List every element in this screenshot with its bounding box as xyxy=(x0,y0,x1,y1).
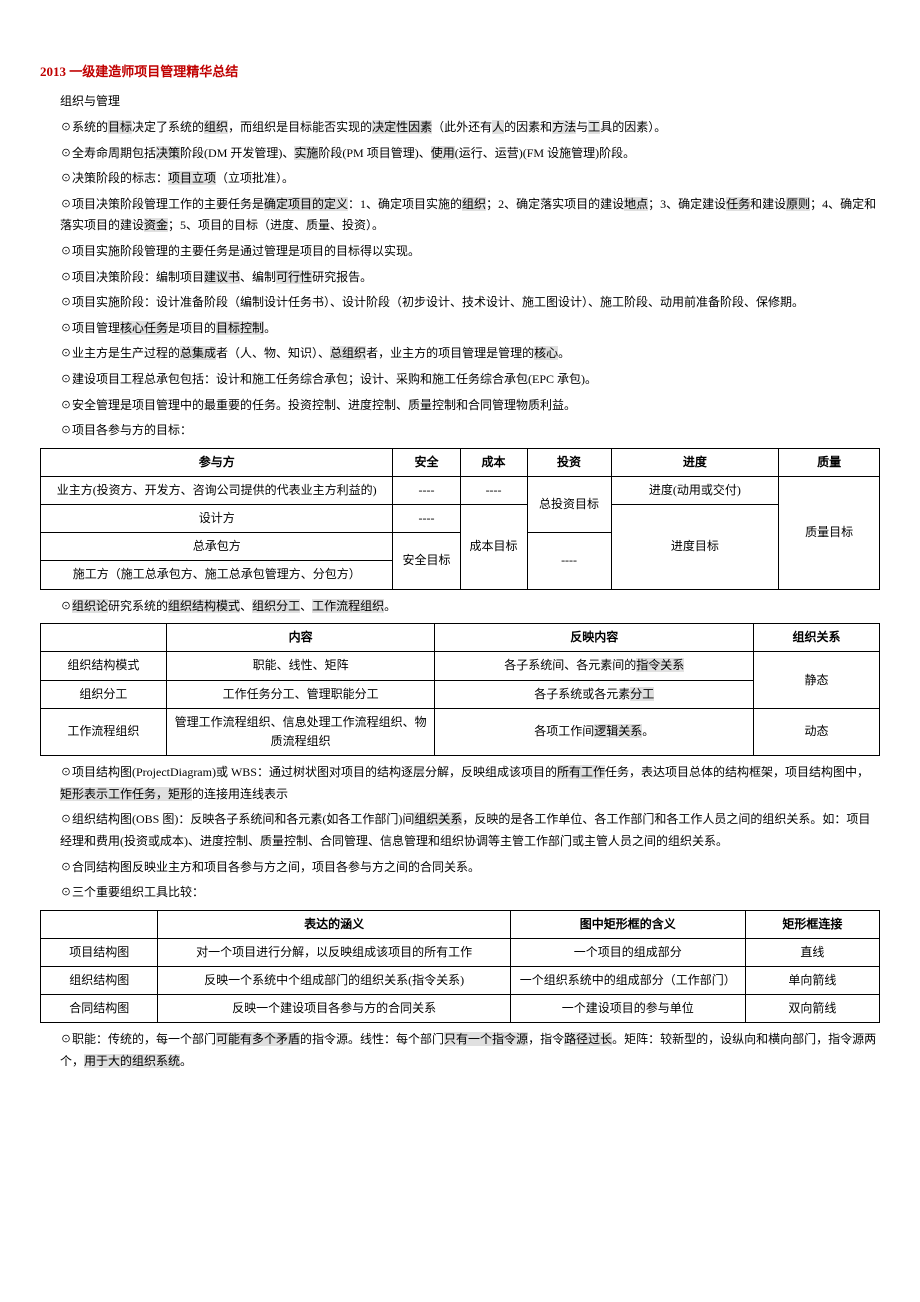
td: 组织分工 xyxy=(41,680,167,708)
td: 业主方(投资方、开发方、咨询公司提供的代表业主方利益的) xyxy=(41,476,393,504)
td: 直线 xyxy=(745,938,879,966)
td: 安全目标 xyxy=(393,533,460,589)
th: 内容 xyxy=(166,624,434,652)
table-row: 工作流程组织 管理工作流程组织、信息处理工作流程组织、物质流程组织 各项工作间逻… xyxy=(41,708,880,755)
document-body: 2013 一级建造师项目管理精华总结 组织与管理 ☉系统的目标决定了系统的组织，… xyxy=(40,60,880,1073)
td: 进度目标 xyxy=(611,505,779,590)
paragraph: ☉组织论研究系统的组织结构模式、组织分工、工作流程组织。 xyxy=(60,596,880,618)
td: 单向箭线 xyxy=(745,967,879,995)
paragraph: ☉职能：传统的，每一个部门可能有多个矛盾的指令源。线性：每个部门只有一个指令源，… xyxy=(60,1029,880,1072)
paragraph: ☉组织结构图(OBS 图)：反映各子系统间和各元素(如各工作部门)间组织关系，反… xyxy=(60,809,880,852)
td: 动态 xyxy=(754,708,880,755)
th: 参与方 xyxy=(41,448,393,476)
paragraph: ☉项目各参与方的目标： xyxy=(60,420,880,442)
td: 管理工作流程组织、信息处理工作流程组织、物质流程组织 xyxy=(166,708,434,755)
td: 职能、线性、矩阵 xyxy=(166,652,434,680)
table-header-row: 表达的涵义 图中矩形框的含义 矩形框连接 xyxy=(41,910,880,938)
table-row: 设计方 ---- 成本目标 进度目标 xyxy=(41,505,880,533)
compare-tools-table: 表达的涵义 图中矩形框的含义 矩形框连接 项目结构图 对一个项目进行分解，以反映… xyxy=(40,910,880,1024)
paragraph: ☉项目决策阶段管理工作的主要任务是确定项目的定义：1、确定项目实施的组织；2、确… xyxy=(60,194,880,237)
td: 双向箭线 xyxy=(745,995,879,1023)
th: 表达的涵义 xyxy=(158,910,510,938)
table-row: 合同结构图 反映一个建设项目各参与方的合同关系 一个建设项目的参与单位 双向箭线 xyxy=(41,995,880,1023)
th xyxy=(41,624,167,652)
paragraph: ☉全寿命周期包括决策阶段(DM 开发管理)、实施阶段(PM 项目管理)、使用(运… xyxy=(60,143,880,165)
paragraph: ☉项目实施阶段：设计准备阶段（编制设计任务书）、设计阶段（初步设计、技术设计、施… xyxy=(60,292,880,314)
th: 反映内容 xyxy=(435,624,754,652)
td: 一个组织系统中的组成部分（工作部门） xyxy=(510,967,745,995)
table-header-row: 内容 反映内容 组织关系 xyxy=(41,624,880,652)
td: 进度(动用或交付) xyxy=(611,476,779,504)
th xyxy=(41,910,158,938)
paragraph: ☉决策阶段的标志：项目立项（立项批准）。 xyxy=(60,168,880,190)
table-row: 项目结构图 对一个项目进行分解，以反映组成该项目的所有工作 一个项目的组成部分 … xyxy=(41,938,880,966)
td: 总投资目标 xyxy=(527,476,611,532)
paragraph: ☉建设项目工程总承包包括：设计和施工任务综合承包；设计、采购和施工任务综合承包(… xyxy=(60,369,880,391)
td: 项目结构图 xyxy=(41,938,158,966)
th: 安全 xyxy=(393,448,460,476)
org-theory-table: 内容 反映内容 组织关系 组织结构模式 职能、线性、矩阵 各子系统间、各元素间的… xyxy=(40,623,880,756)
section-heading: 组织与管理 xyxy=(60,91,880,113)
th: 投资 xyxy=(527,448,611,476)
th: 质量 xyxy=(779,448,880,476)
td: 设计方 xyxy=(41,505,393,533)
td: 组织结构模式 xyxy=(41,652,167,680)
doc-title: 2013 一级建造师项目管理精华总结 xyxy=(40,60,880,83)
table-row: 组织结构图 反映一个系统中个组成部门的组织关系(指令关系) 一个组织系统中的组成… xyxy=(41,967,880,995)
paragraph: ☉安全管理是项目管理中的最重要的任务。投资控制、进度控制、质量控制和合同管理物质… xyxy=(60,395,880,417)
td: 静态 xyxy=(754,652,880,708)
td: 工作流程组织 xyxy=(41,708,167,755)
paragraph: ☉三个重要组织工具比较： xyxy=(60,882,880,904)
td: ---- xyxy=(393,505,460,533)
paragraph: ☉业主方是生产过程的总集成者（人、物、知识）、总组织者，业主方的项目管理是管理的… xyxy=(60,343,880,365)
th: 图中矩形框的含义 xyxy=(510,910,745,938)
td: 反映一个系统中个组成部门的组织关系(指令关系) xyxy=(158,967,510,995)
td: 组织结构图 xyxy=(41,967,158,995)
th: 进度 xyxy=(611,448,779,476)
td: ---- xyxy=(527,533,611,589)
table-row: 业主方(投资方、开发方、咨询公司提供的代表业主方利益的) ---- ---- 总… xyxy=(41,476,880,504)
td: ---- xyxy=(393,476,460,504)
paragraph: ☉项目结构图(ProjectDiagram)或 WBS：通过树状图对项目的结构逐… xyxy=(60,762,880,805)
paragraph: ☉项目决策阶段：编制项目建议书、编制可行性研究报告。 xyxy=(60,267,880,289)
td: 各子系统或各元素分工 xyxy=(435,680,754,708)
table-row: 组织结构模式 职能、线性、矩阵 各子系统间、各元素间的指令关系 静态 xyxy=(41,652,880,680)
td: 对一个项目进行分解，以反映组成该项目的所有工作 xyxy=(158,938,510,966)
th: 成本 xyxy=(460,448,527,476)
td: 一个项目的组成部分 xyxy=(510,938,745,966)
td: 各子系统间、各元素间的指令关系 xyxy=(435,652,754,680)
th: 组织关系 xyxy=(754,624,880,652)
td: 质量目标 xyxy=(779,476,880,589)
td: 合同结构图 xyxy=(41,995,158,1023)
td: 成本目标 xyxy=(460,505,527,590)
paragraph: ☉系统的目标决定了系统的组织，而组织是目标能否实现的决定性因素（此外还有人的因素… xyxy=(60,117,880,139)
paragraph: ☉项目管理核心任务是项目的目标控制。 xyxy=(60,318,880,340)
td: ---- xyxy=(460,476,527,504)
th: 矩形框连接 xyxy=(745,910,879,938)
td: 总承包方 xyxy=(41,533,393,561)
td: 工作任务分工、管理职能分工 xyxy=(166,680,434,708)
paragraph: ☉合同结构图反映业主方和项目各参与方之间，项目各参与方之间的合同关系。 xyxy=(60,857,880,879)
participants-goals-table: 参与方 安全 成本 投资 进度 质量 业主方(投资方、开发方、咨询公司提供的代表… xyxy=(40,448,880,590)
td: 各项工作间逻辑关系。 xyxy=(435,708,754,755)
paragraph: ☉项目实施阶段管理的主要任务是通过管理是项目的目标得以实现。 xyxy=(60,241,880,263)
td: 一个建设项目的参与单位 xyxy=(510,995,745,1023)
td: 反映一个建设项目各参与方的合同关系 xyxy=(158,995,510,1023)
table-header-row: 参与方 安全 成本 投资 进度 质量 xyxy=(41,448,880,476)
td: 施工方（施工总承包方、施工总承包管理方、分包方） xyxy=(41,561,393,589)
